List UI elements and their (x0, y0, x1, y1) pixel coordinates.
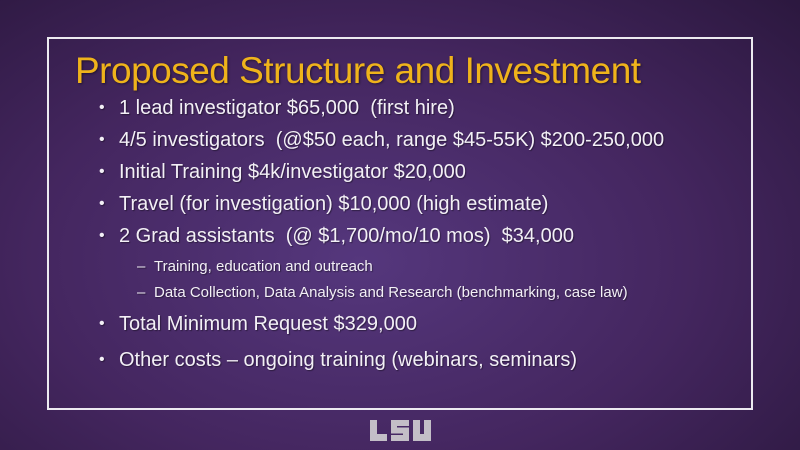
bullet-item: • 1 lead investigator $65,000 (first hir… (99, 97, 731, 119)
bullet-text: Travel (for investigation) $10,000 (high… (119, 193, 549, 215)
bullet-dot-glyph: • (99, 163, 105, 180)
sub-bullet-dash-glyph: – (137, 258, 146, 275)
bullet-item: • 4/5 investigators (@$50 each, range $4… (99, 129, 731, 151)
lsu-logo (0, 420, 800, 441)
bullet-item-total: • Total Minimum Request $329,000 (99, 313, 731, 335)
bullet-text: Other costs – ongoing training (webinars… (119, 349, 577, 371)
bullet-dot-glyph: • (99, 195, 105, 212)
lsu-logo-icon (370, 420, 431, 441)
bullet-item: • Initial Training $4k/investigator $20,… (99, 161, 731, 183)
sub-bullet-dash-glyph: – (137, 284, 146, 301)
slide-title: Proposed Structure and Investment (75, 50, 641, 91)
sub-bullet-item: – Training, education and outreach (137, 257, 731, 276)
bullet-text: Initial Training $4k/investigator $20,00… (119, 161, 466, 183)
bullet-dot-glyph: • (99, 131, 105, 148)
bullet-dot-glyph: • (99, 351, 105, 368)
bullet-text: 1 lead investigator $65,000 (first hire) (119, 97, 455, 119)
bullet-list: • 1 lead investigator $65,000 (first hir… (99, 97, 731, 381)
bullet-text: Total Minimum Request $329,000 (119, 313, 417, 335)
bullet-dot-glyph: • (99, 315, 105, 332)
bullet-item: • 2 Grad assistants (@ $1,700/mo/10 mos)… (99, 225, 731, 247)
bullet-dot-glyph: • (99, 99, 105, 116)
sub-bullet-text: Data Collection, Data Analysis and Resea… (154, 284, 628, 301)
bullet-text: 4/5 investigators (@$50 each, range $45-… (119, 129, 665, 151)
bullet-text: 2 Grad assistants (@ $1,700/mo/10 mos) $… (119, 225, 574, 247)
bullet-dot-glyph: • (99, 227, 105, 244)
slide-border-frame: Proposed Structure and Investment • 1 le… (47, 37, 753, 410)
bullet-item-other-costs: • Other costs – ongoing training (webina… (99, 349, 731, 371)
sub-bullet-text: Training, education and outreach (154, 258, 373, 275)
bullet-item: • Travel (for investigation) $10,000 (hi… (99, 193, 731, 215)
sub-bullet-item: – Data Collection, Data Analysis and Res… (137, 283, 731, 302)
